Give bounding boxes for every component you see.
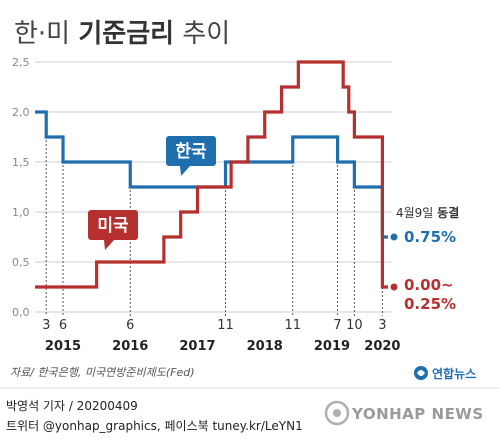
x-year-label: 2015: [45, 339, 81, 354]
y-tick-label: 0,5: [12, 256, 30, 269]
end-points: [390, 233, 398, 291]
korea-callout: 한국: [166, 136, 216, 176]
watermark-text: YONHAP NEWS: [351, 405, 484, 423]
y-tick-label: 1,5: [12, 156, 30, 169]
x-month-label: 11: [217, 318, 234, 333]
korea-callout-box: [166, 136, 216, 166]
usa-value-line1: 0.00~: [404, 276, 454, 294]
yonhap-logo-mark: [417, 370, 425, 376]
x-year-label: 2016: [112, 339, 148, 354]
usa-callout-box: [88, 210, 138, 240]
korea-value-label: 0.75%: [404, 228, 456, 246]
yonhap-watermark: YONHAP NEWS: [324, 400, 484, 426]
x-year-label: 2019: [314, 339, 350, 354]
watermark-icon-center: [333, 409, 341, 417]
y-tick-label: 0,0: [12, 306, 30, 319]
annotation-status: 동결: [437, 205, 459, 220]
x-year-label: 2017: [179, 339, 215, 354]
title-part3: 추이: [174, 19, 230, 49]
end-point-korea: [390, 233, 398, 241]
series-lines: [35, 60, 388, 289]
credit-line2: 트위터 @yonhap_graphics, 페이스북 tuney.kr/LeYN…: [6, 419, 303, 433]
x-month-label: 7: [333, 318, 341, 333]
title-part2: 기준금리: [78, 19, 174, 49]
end-point-usa: [390, 283, 398, 291]
korea-callout-pointer: [180, 166, 190, 176]
x-month-label: 10: [346, 318, 363, 333]
y-tick-label: 2,0: [12, 106, 30, 119]
usa-callout-label: 미국: [97, 216, 129, 236]
x-month-label: 3: [378, 318, 386, 333]
watermark-icon: [324, 400, 350, 426]
x-month-label: 3: [42, 318, 50, 333]
x-year-label: 2018: [247, 339, 283, 354]
x-month-label: 6: [59, 318, 67, 333]
source-text: 자료/ 한국은행, 미국연방준비제도(Fed): [10, 366, 195, 379]
y-tick-label: 2,5: [12, 56, 30, 69]
usa-value-line2: 0.25%: [404, 295, 456, 313]
korea-callout-label: 한국: [175, 142, 207, 162]
x-year-label: 2020: [364, 339, 400, 354]
x-month-labels: 3 6 6 11 11 7 10 3: [42, 318, 386, 333]
credit-line1: 박영석 기자 / 20200409: [6, 399, 138, 413]
series-line-usa: [35, 60, 388, 289]
y-axis-ticks: 0,0 0,5 1,0 1,5 2,0 2,5: [12, 56, 30, 319]
x-month-label: 6: [126, 318, 134, 333]
x-year-labels: 2015 2016 2017 2018 2019 2020: [45, 339, 401, 354]
annotation-date-text: 4월9일: [396, 206, 437, 220]
annotation-date: 4월9일 동결: [396, 205, 459, 220]
yonhap-logo: 연합뉴스: [414, 366, 476, 381]
usa-callout: 미국: [88, 210, 138, 250]
title-part1: 한·미: [14, 19, 78, 49]
usa-callout-pointer: [104, 240, 114, 250]
y-tick-label: 1,0: [12, 206, 30, 219]
series-line-korea: [35, 110, 388, 239]
page-title: 한·미 기준금리 추이: [14, 19, 230, 49]
yonhap-logo-text: 연합뉴스: [432, 366, 476, 381]
x-month-label: 11: [284, 318, 301, 333]
